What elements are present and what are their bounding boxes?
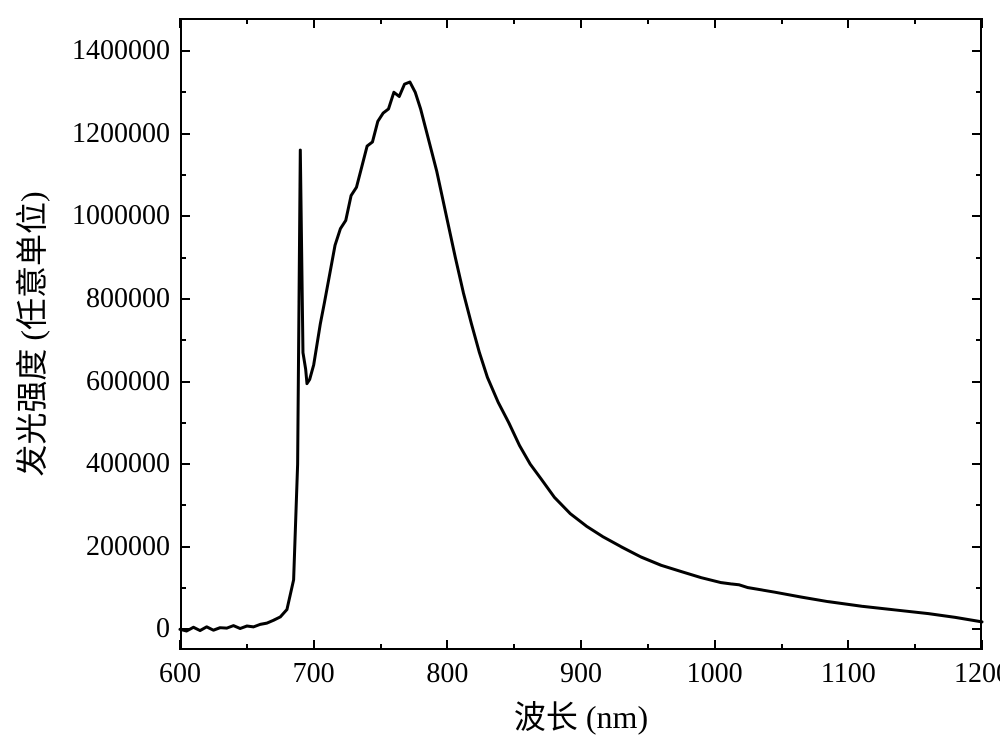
y-tick-label: 1000000 — [72, 200, 170, 232]
tick-mark — [714, 18, 716, 28]
tick-mark — [976, 504, 982, 506]
tick-mark — [180, 91, 186, 93]
tick-mark — [180, 422, 186, 424]
tick-mark — [972, 133, 982, 135]
tick-mark — [714, 640, 716, 650]
tick-mark — [580, 640, 582, 650]
tick-mark — [847, 18, 849, 28]
tick-mark — [981, 18, 983, 28]
y-tick-label: 600000 — [86, 366, 170, 398]
y-tick-label: 1200000 — [72, 118, 170, 150]
tick-mark — [972, 298, 982, 300]
tick-mark — [914, 18, 916, 24]
y-axis-label: 发光强度 (任意单位) — [7, 191, 53, 476]
tick-mark — [972, 381, 982, 383]
tick-mark — [180, 587, 186, 589]
x-tick-label: 700 — [293, 658, 335, 690]
tick-mark — [380, 644, 382, 650]
x-tick-label: 1000 — [687, 658, 743, 690]
tick-mark — [246, 644, 248, 650]
tick-mark — [972, 463, 982, 465]
tick-mark — [580, 18, 582, 28]
tick-mark — [180, 174, 186, 176]
tick-mark — [180, 50, 190, 52]
tick-mark — [446, 640, 448, 650]
tick-mark — [180, 339, 186, 341]
x-tick-label: 900 — [560, 658, 602, 690]
tick-mark — [179, 18, 181, 28]
tick-mark — [246, 18, 248, 24]
x-tick-label: 1200 — [954, 658, 1000, 690]
tick-mark — [972, 215, 982, 217]
tick-mark — [847, 640, 849, 650]
x-tick-label: 800 — [426, 658, 468, 690]
tick-mark — [380, 18, 382, 24]
tick-mark — [513, 644, 515, 650]
tick-mark — [313, 18, 315, 28]
y-tick-label: 1400000 — [72, 35, 170, 67]
tick-mark — [972, 628, 982, 630]
x-tick-label: 600 — [159, 658, 201, 690]
tick-mark — [781, 644, 783, 650]
spectrum-line — [180, 82, 982, 631]
tick-mark — [513, 18, 515, 24]
tick-mark — [647, 644, 649, 650]
tick-mark — [180, 628, 190, 630]
tick-mark — [179, 640, 181, 650]
tick-mark — [972, 50, 982, 52]
x-axis-label: 波长 (nm) — [514, 692, 648, 738]
tick-mark — [981, 640, 983, 650]
tick-mark — [180, 504, 186, 506]
tick-mark — [914, 644, 916, 650]
tick-mark — [180, 381, 190, 383]
tick-mark — [180, 298, 190, 300]
tick-mark — [180, 133, 190, 135]
tick-mark — [180, 463, 190, 465]
y-tick-label: 0 — [156, 613, 170, 645]
tick-mark — [647, 18, 649, 24]
tick-mark — [976, 587, 982, 589]
tick-mark — [180, 257, 186, 259]
tick-mark — [976, 339, 982, 341]
tick-mark — [180, 546, 190, 548]
tick-mark — [446, 18, 448, 28]
tick-mark — [972, 546, 982, 548]
y-tick-label: 200000 — [86, 531, 170, 563]
y-tick-label: 800000 — [86, 283, 170, 315]
tick-mark — [976, 257, 982, 259]
tick-mark — [976, 174, 982, 176]
tick-mark — [976, 422, 982, 424]
emission-spectrum-chart: 600 700 800 900 1000 1100 1200 0 200000 400000 600… — [0, 0, 1000, 742]
tick-mark — [180, 215, 190, 217]
tick-mark — [313, 640, 315, 650]
y-tick-label: 400000 — [86, 448, 170, 480]
x-tick-label: 1100 — [821, 658, 876, 690]
tick-mark — [781, 18, 783, 24]
tick-mark — [976, 91, 982, 93]
